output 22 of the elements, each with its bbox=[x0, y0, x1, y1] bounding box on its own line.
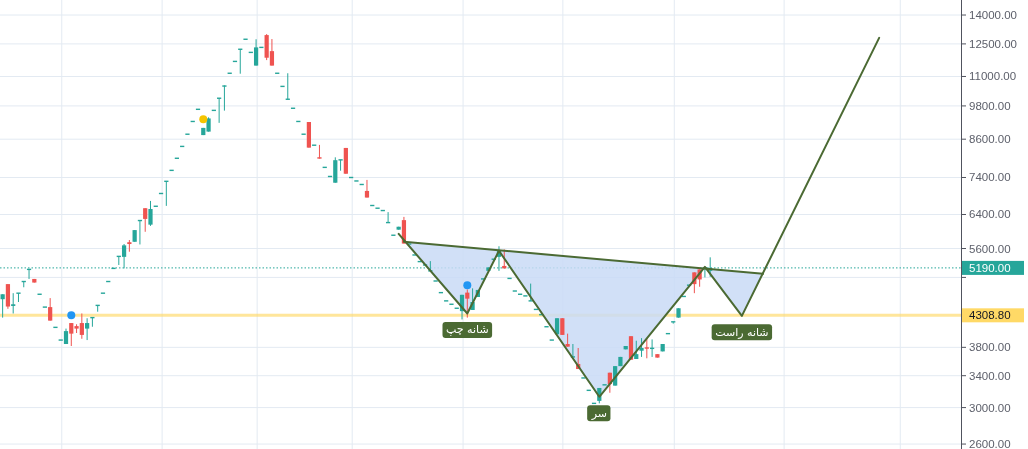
y-tick-label: 8600.00 bbox=[969, 133, 1011, 146]
ref-line-label: 4308.80 bbox=[969, 309, 1011, 322]
y-tick-label: 6400.00 bbox=[969, 208, 1011, 221]
ref-label: 5190.00 bbox=[962, 260, 1024, 275]
annotation: سر bbox=[590, 406, 607, 420]
ref-line-label: 5190.00 bbox=[969, 261, 1011, 274]
y-tick-label: 5600.00 bbox=[969, 242, 1011, 255]
annotation: شانه راست bbox=[715, 325, 769, 339]
annotation: شانه چپ bbox=[445, 323, 489, 337]
y-tick-label: 9800.00 bbox=[969, 99, 1011, 112]
y-tick-label: 14000.00 bbox=[969, 9, 1017, 21]
y-tick-label: 3400.00 bbox=[969, 369, 1011, 382]
annotation: شانه راست bbox=[711, 324, 773, 341]
ref-label: 4308.80 bbox=[962, 308, 1024, 323]
y-tick-label: 11000.00 bbox=[969, 70, 1017, 83]
y-tick-label: 2600.00 bbox=[969, 438, 1011, 449]
y-tick-label: 3800.00 bbox=[969, 341, 1011, 354]
annotation: شانه چپ bbox=[442, 322, 493, 338]
y-tick-label: 3000.00 bbox=[969, 401, 1011, 414]
y-tick-label: 12500.00 bbox=[969, 37, 1017, 50]
y-tick-label: 7400.00 bbox=[969, 171, 1011, 184]
annotation: سر bbox=[587, 405, 611, 422]
